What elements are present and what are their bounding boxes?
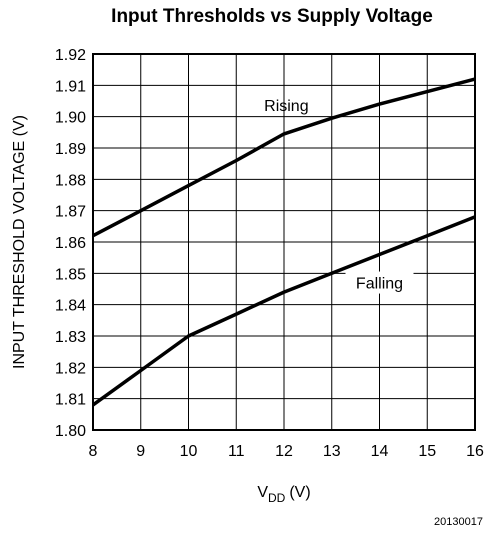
y-tick-label: 1.82 xyxy=(55,360,86,377)
y-tick-label: 1.90 xyxy=(55,110,86,127)
x-tick-label: 16 xyxy=(466,443,484,460)
y-tick-labels: 1.80 1.81 1.82 1.83 1.84 1.85 1.86 1.87 1.88 1.89… xyxy=(55,47,86,440)
x-tick-label: 9 xyxy=(136,443,145,460)
y-tick-label: 1.84 xyxy=(55,298,86,315)
y-tick-label: 1.86 xyxy=(55,235,86,252)
x-axis-label: VDD (V) xyxy=(257,484,310,505)
series-line-rising xyxy=(92,77,476,238)
x-tick-label: 14 xyxy=(371,443,389,460)
series-label-backdrop xyxy=(345,271,414,294)
y-tick-label: 1.83 xyxy=(55,329,86,346)
y-tick-label: 1.87 xyxy=(55,204,86,221)
x-axis-label-subscript: DD xyxy=(268,491,286,505)
x-tick-label: 13 xyxy=(323,443,341,460)
series-label-rising: Rising xyxy=(264,98,308,115)
x-axis-label-unit: (V) xyxy=(289,484,310,501)
plot-frame xyxy=(92,53,476,431)
y-tick-label: 1.81 xyxy=(55,392,86,409)
x-tick-label: 10 xyxy=(180,443,198,460)
y-axis-label: INPUT THRESHOLD VOLTAGE (V) xyxy=(11,115,28,369)
y-tick-label: 1.89 xyxy=(55,141,86,158)
series-labels: Rising Falling xyxy=(264,98,414,294)
x-tick-labels: 8 9 10 11 12 13 14 15 16 xyxy=(89,443,484,460)
chart-title: Input Thresholds vs Supply Voltage xyxy=(111,6,433,27)
y-tick-label: 1.80 xyxy=(55,423,86,440)
x-tick-label: 11 xyxy=(228,443,245,460)
x-tick-label: 8 xyxy=(89,443,98,460)
series-lines xyxy=(91,77,476,407)
series-line-falling xyxy=(91,215,476,407)
y-tick-label: 1.85 xyxy=(55,266,86,283)
y-tick-label: 1.91 xyxy=(55,78,86,95)
y-tick-label: 1.92 xyxy=(55,47,86,64)
x-tick-label: 15 xyxy=(418,443,436,460)
x-axis-label-main: V xyxy=(257,484,268,501)
x-tick-label: 12 xyxy=(275,443,293,460)
y-tick-label: 1.88 xyxy=(55,172,86,189)
series-label-falling: Falling xyxy=(356,276,403,293)
figure-id: 20130017 xyxy=(434,516,483,528)
